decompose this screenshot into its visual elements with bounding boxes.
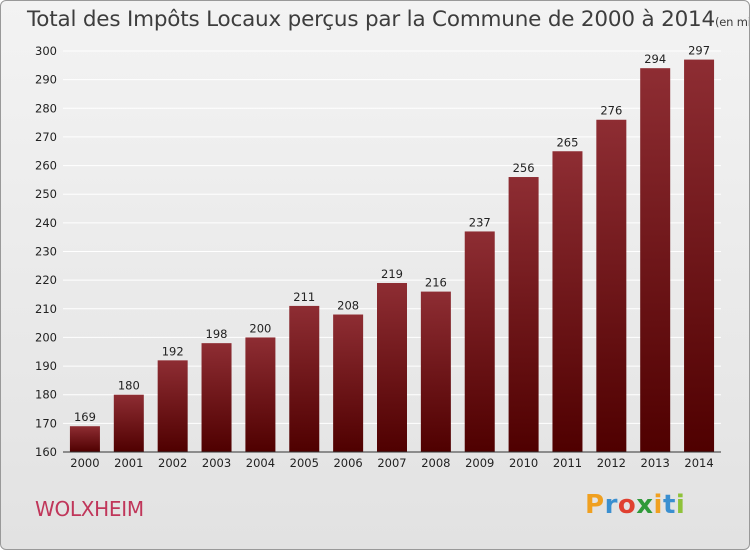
bar <box>201 343 232 452</box>
title-text: Total des Impôts Locaux perçus par la Co… <box>27 7 715 32</box>
x-tick-label: 2007 <box>377 456 406 470</box>
bar <box>157 360 188 452</box>
title-unit: (en milliers d'€) <box>715 15 750 29</box>
bar <box>508 177 539 452</box>
y-tick-label: 170 <box>35 416 57 430</box>
value-label: 169 <box>74 410 96 424</box>
y-tick-label: 160 <box>35 445 57 459</box>
bar <box>245 337 276 452</box>
bar <box>596 119 627 452</box>
x-tick-label: 2011 <box>553 456 582 470</box>
x-tick-label: 2001 <box>114 456 143 470</box>
x-tick-label: 2008 <box>421 456 450 470</box>
y-tick-label: 200 <box>35 330 57 344</box>
bar <box>420 291 451 452</box>
x-tick-label: 2002 <box>158 456 187 470</box>
logo-letter: i <box>675 490 686 520</box>
value-label: 294 <box>644 52 666 66</box>
x-tick-label: 2004 <box>246 456 275 470</box>
bar <box>552 151 583 452</box>
y-tick-label: 280 <box>35 101 57 115</box>
x-tick-label: 2006 <box>333 456 362 470</box>
proxiti-logo: Proxiti <box>585 490 685 520</box>
y-tick-label: 250 <box>35 187 57 201</box>
y-tick-label: 260 <box>35 159 57 173</box>
x-tick-label: 2000 <box>70 456 99 470</box>
y-tick-label: 230 <box>35 245 57 259</box>
y-tick-label: 180 <box>35 388 57 402</box>
x-tick-label: 2005 <box>290 456 319 470</box>
value-label: 297 <box>688 44 710 58</box>
bar <box>464 231 495 452</box>
bar <box>333 314 364 452</box>
y-tick-label: 270 <box>35 130 57 144</box>
y-tick-label: 240 <box>35 216 57 230</box>
bar <box>377 283 407 452</box>
value-label: 237 <box>469 215 491 229</box>
y-tick-label: 220 <box>35 273 57 287</box>
bar <box>684 59 715 452</box>
value-label: 276 <box>600 104 622 118</box>
value-label: 198 <box>206 327 228 341</box>
logo-letter: t <box>662 490 676 520</box>
logo-letter: P <box>585 490 605 520</box>
value-label: 208 <box>337 299 359 313</box>
logo-letter: r <box>604 490 618 520</box>
y-tick-label: 300 <box>35 44 57 58</box>
bar <box>113 394 144 452</box>
value-label: 200 <box>249 321 271 335</box>
y-tick-label: 290 <box>35 73 57 87</box>
value-label: 180 <box>118 379 140 393</box>
commune-name: WOLXHEIM <box>35 497 144 521</box>
x-tick-label: 2012 <box>597 456 626 470</box>
y-tick-label: 210 <box>35 302 57 316</box>
chart-title: Total des Impôts Locaux perçus par la Co… <box>27 7 750 32</box>
y-tick-label: 190 <box>35 359 57 373</box>
bar <box>640 68 671 452</box>
x-tick-label: 2013 <box>641 456 670 470</box>
logo-letter: i <box>653 490 663 520</box>
bar <box>289 305 320 452</box>
x-tick-label: 2010 <box>509 456 538 470</box>
value-label: 265 <box>556 135 578 149</box>
value-label: 216 <box>425 276 447 290</box>
x-tick-label: 2014 <box>684 456 713 470</box>
bar <box>69 426 100 452</box>
value-label: 219 <box>381 267 403 281</box>
x-tick-label: 2003 <box>202 456 231 470</box>
logo-letter: x <box>636 490 654 520</box>
x-tick-label: 2009 <box>465 456 494 470</box>
value-label: 256 <box>513 161 535 175</box>
value-label: 192 <box>162 344 184 358</box>
value-label: 211 <box>293 290 315 304</box>
logo-letter: o <box>617 490 637 520</box>
